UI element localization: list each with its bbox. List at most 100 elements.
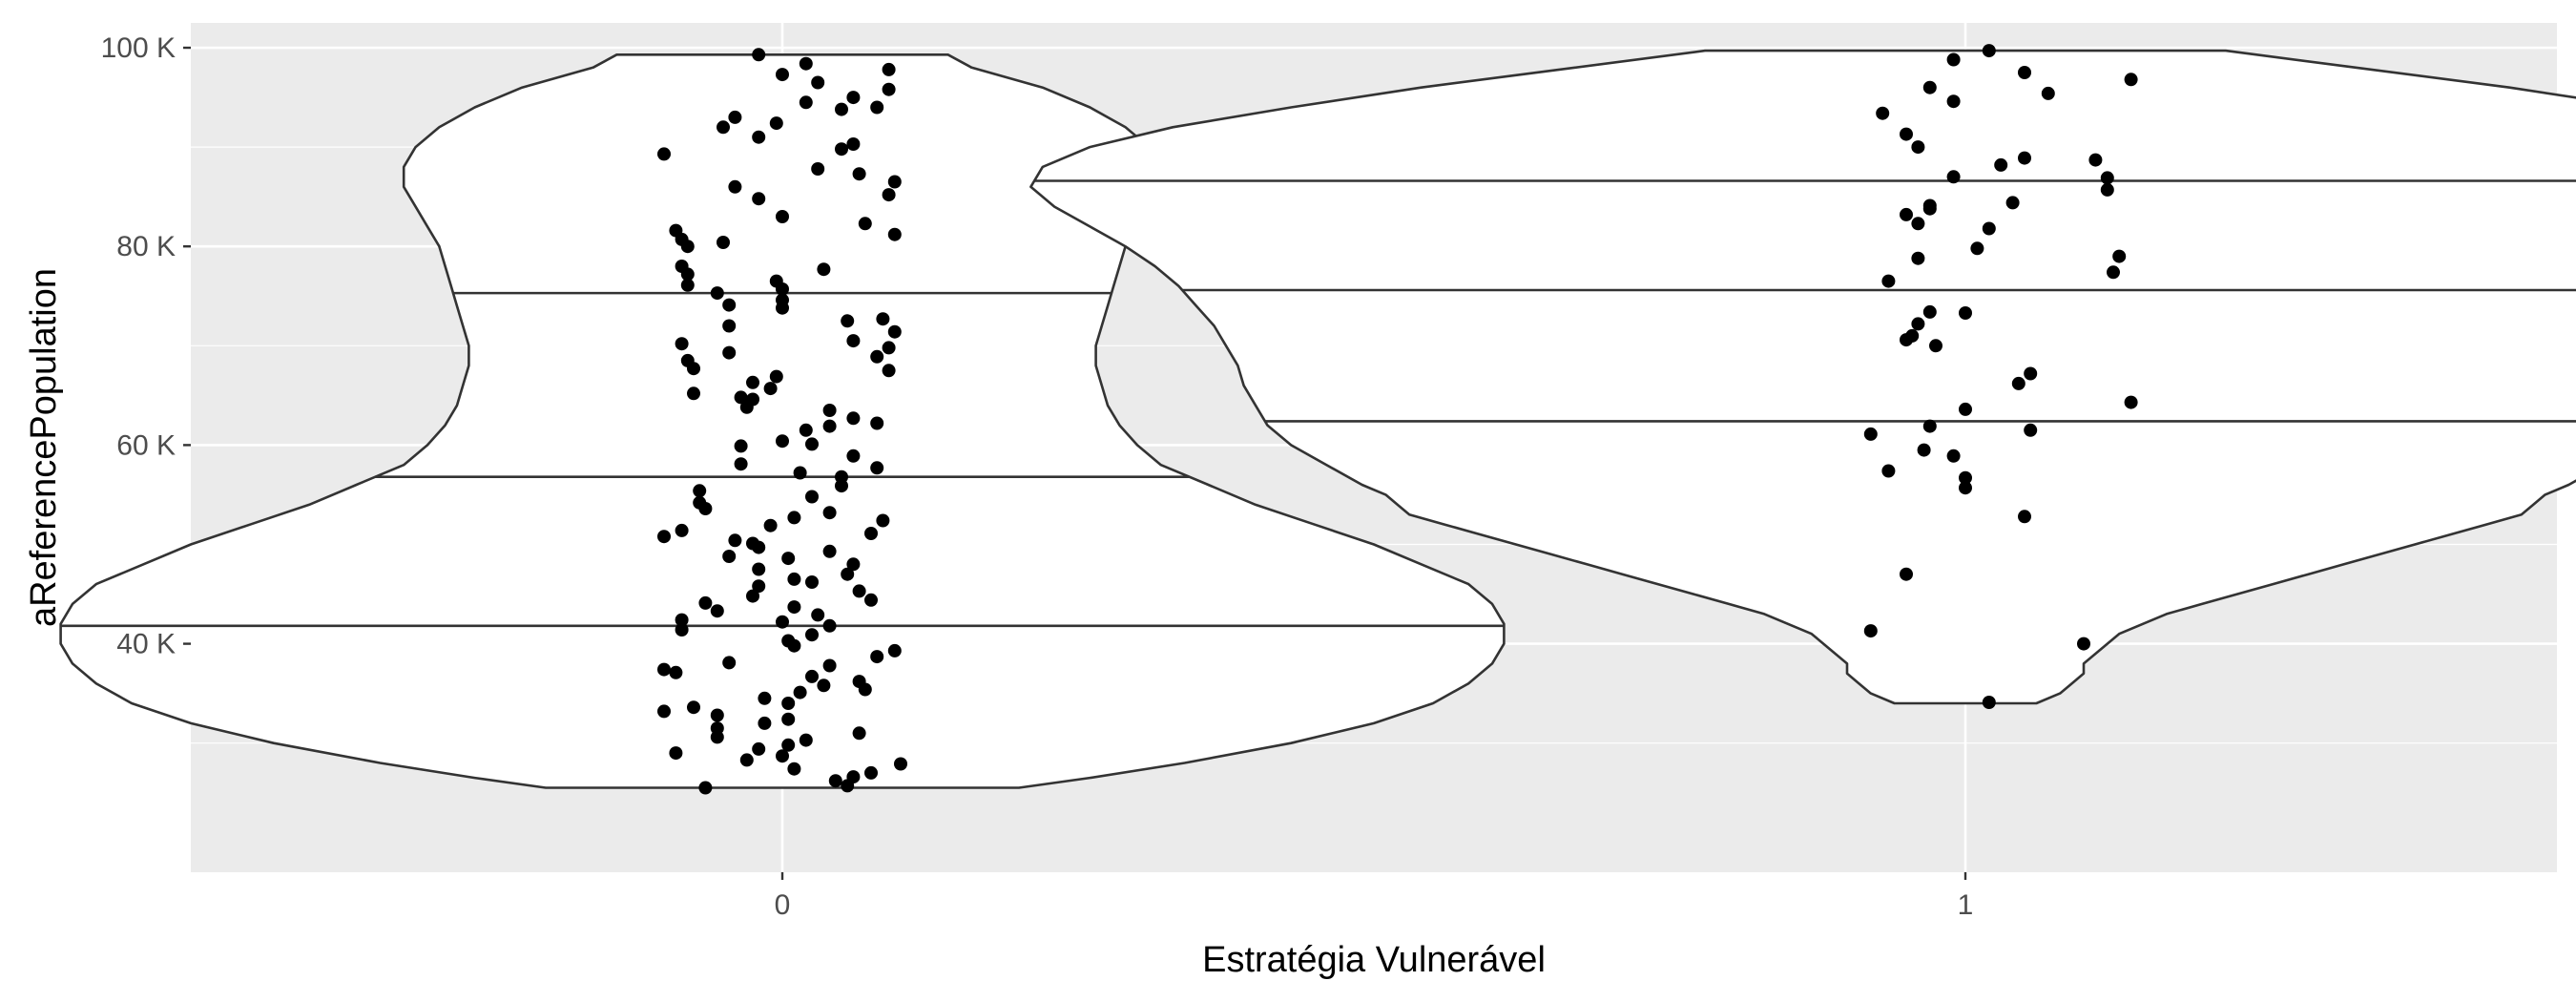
data-point	[805, 490, 819, 504]
data-point	[776, 749, 789, 763]
data-point	[828, 774, 842, 788]
data-point	[781, 712, 796, 726]
data-point	[1922, 201, 1937, 216]
data-point	[882, 82, 896, 96]
data-point	[2041, 86, 2055, 100]
data-point	[864, 527, 878, 540]
data-point	[870, 100, 884, 115]
data-point	[852, 726, 866, 741]
data-point	[758, 716, 772, 730]
data-point	[2100, 182, 2114, 197]
data-point	[1929, 339, 1942, 353]
data-point	[2018, 151, 2031, 165]
data-point	[858, 217, 872, 231]
data-point	[710, 730, 724, 744]
data-point	[822, 404, 837, 417]
data-point	[870, 349, 884, 364]
data-point	[1917, 443, 1931, 457]
data-point	[657, 662, 671, 677]
data-point	[870, 416, 884, 430]
data-point	[835, 102, 848, 116]
data-point	[1959, 306, 1972, 320]
data-point	[1911, 217, 1925, 231]
data-point	[876, 312, 890, 326]
data-point	[698, 595, 713, 610]
data-point	[887, 175, 902, 189]
y-tick-label: 40 K	[116, 629, 176, 660]
data-point	[2018, 66, 2031, 79]
data-point	[1900, 127, 1913, 141]
data-point	[776, 434, 789, 449]
data-point	[776, 68, 789, 82]
data-point	[2024, 423, 2038, 437]
x-axis-title: Estratégia Vulnerável	[1202, 940, 1546, 980]
data-point	[675, 337, 689, 351]
data-point	[752, 130, 766, 144]
data-point	[799, 56, 813, 71]
data-point	[2024, 366, 2038, 381]
data-point	[746, 589, 759, 603]
data-point	[805, 628, 819, 642]
data-point	[846, 334, 861, 348]
data-point	[781, 697, 796, 710]
data-point	[769, 369, 783, 384]
data-point	[680, 278, 695, 292]
data-point	[1982, 44, 1996, 58]
data-point	[776, 282, 789, 296]
data-point	[710, 286, 724, 301]
data-point	[1922, 304, 1937, 319]
data-point	[710, 708, 724, 722]
data-point	[799, 733, 813, 747]
data-point	[734, 439, 748, 453]
data-point	[1900, 207, 1913, 221]
data-point	[1911, 140, 1925, 155]
data-point	[763, 382, 778, 396]
data-point	[763, 518, 778, 532]
data-point	[864, 765, 878, 780]
x-tick-label: 0	[775, 889, 791, 921]
data-point	[776, 210, 789, 223]
data-point	[1959, 402, 1972, 416]
data-point	[1970, 241, 1984, 256]
data-point	[841, 567, 855, 581]
data-point	[1922, 80, 1937, 94]
y-tick-label: 100 K	[101, 32, 176, 64]
data-point	[870, 650, 884, 664]
data-point	[728, 179, 742, 194]
data-point	[811, 608, 825, 622]
data-point	[1959, 481, 1972, 495]
data-point	[2011, 376, 2025, 390]
data-point	[675, 623, 689, 637]
data-point	[781, 552, 796, 566]
data-point	[698, 781, 713, 795]
data-point	[722, 298, 737, 312]
data-point	[852, 167, 866, 181]
data-point	[734, 457, 748, 471]
data-point	[722, 550, 737, 563]
data-point	[1863, 624, 1878, 638]
data-point	[793, 685, 807, 699]
data-point	[894, 757, 907, 771]
data-point	[822, 419, 837, 433]
data-point	[817, 678, 831, 693]
data-point	[698, 502, 713, 515]
data-point	[1911, 251, 1925, 265]
data-point	[822, 658, 837, 673]
data-point	[752, 540, 766, 554]
data-point	[1911, 317, 1925, 331]
y-axis-title: aReferencePopulation	[24, 268, 64, 627]
data-point	[728, 110, 742, 124]
data-point	[1863, 427, 1878, 441]
data-point	[752, 741, 766, 756]
violins	[59, 49, 2576, 789]
data-point	[758, 691, 772, 705]
x-tick-label: 1	[1958, 889, 1974, 921]
data-point	[1946, 170, 1961, 184]
data-point	[787, 600, 801, 615]
data-point	[846, 91, 861, 105]
data-point	[887, 227, 902, 241]
data-point	[669, 665, 683, 679]
violin-1	[1029, 49, 2576, 705]
data-point	[1982, 696, 1996, 709]
data-point	[1946, 449, 1961, 463]
